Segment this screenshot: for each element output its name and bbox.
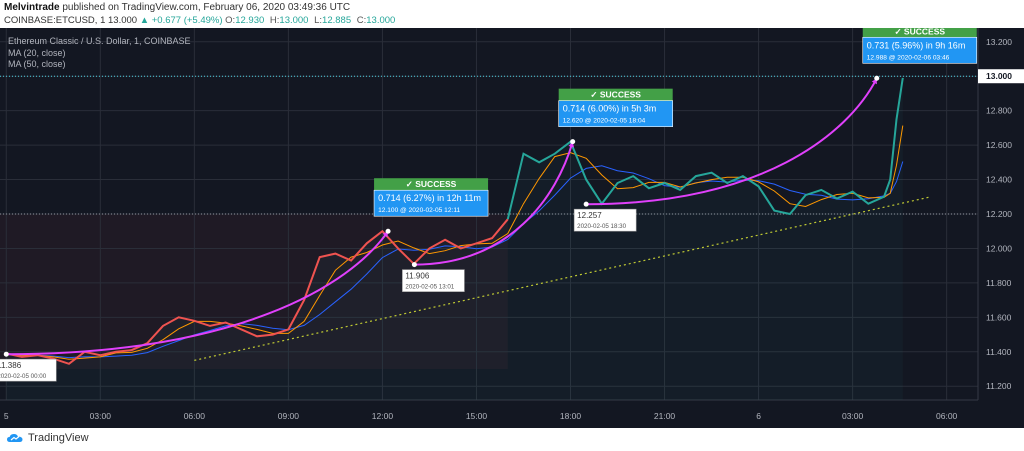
price-line-red [6,218,509,365]
open-value: 12.930 [235,15,265,26]
low-label-price: 11.906 [405,272,429,281]
y-tick-label: 11.400 [986,347,1012,357]
low-label-box [573,208,637,232]
x-tick-label: 6 [756,411,761,421]
y-tick-label: 13.200 [986,37,1012,47]
publish-line: Melvintrade published on TradingView.com… [4,2,350,13]
low-label: L: [314,15,323,26]
ohlc-line: COINBASE:ETCUSD, 1 13.000 ▲ +0.677 (+5.4… [4,15,398,26]
x-tick-label: 5 [4,411,9,421]
chart-title: Ethereum Classic / U.S. Dollar, 1, COINB… [8,36,191,46]
ma20-legend[interactable]: MA (20, close) [8,48,66,58]
open-label: O: [225,15,236,26]
author-name[interactable]: Melvintrade [4,2,60,13]
low-label-date: 2020-02-05 18:30 [577,223,626,230]
target-callout-box [373,189,489,217]
y-tick-label: 12.400 [986,175,1012,185]
x-tick-label: 18:00 [560,411,582,421]
ma20-line [6,125,904,360]
low-label-price: 11.386 [0,361,22,370]
success-badge-text: ✓ SUCCESS [406,179,457,189]
x-tick-label: 12:00 [372,411,394,421]
target-callout-box [558,100,673,127]
x-tick-label: 09:00 [278,411,300,421]
low-label-date: 2020-02-05 13:01 [405,284,454,291]
current-price-label: 13.000 [986,71,1012,81]
close-label: C: [356,15,367,26]
y-tick-label: 11.600 [986,312,1012,322]
tradingview-brand: TradingView [28,432,89,444]
high-value: 13.000 [279,15,309,26]
low-label-price: 12.257 [577,211,602,220]
low-label-box [402,269,465,292]
x-tick-label: 06:00 [184,411,206,421]
target-callout-text: 0.731 (5.96%) in 9h 16m [867,40,966,50]
x-tick-label: 03:00 [90,411,112,421]
x-tick-label: 15:00 [466,411,488,421]
low-marker [411,262,417,268]
low-marker [3,351,9,357]
target-callout-box [862,36,978,64]
success-badge [862,28,977,38]
target-callout-sub: 12.988 @ 2020-02-06 03:46 [867,54,950,61]
target-callout-sub: 12.100 @ 2020-02-05 12:11 [378,207,460,214]
success-badge-text: ✓ SUCCESS [894,28,945,36]
success-badge [374,178,489,191]
x-tick-label: 06:00 [936,411,958,421]
y-tick-label: 12.200 [986,209,1012,219]
success-badge-text: ✓ SUCCESS [590,90,641,100]
price-change: +0.677 (+5.49%) [151,15,223,26]
y-tick-label: 12.000 [986,243,1012,253]
ma50-line [6,161,904,359]
y-tick-label: 12.800 [986,106,1012,116]
y-tick-label: 12.600 [986,140,1012,150]
close-value: 13.000 [366,15,396,26]
target-marker [385,228,391,234]
tradingview-cloud-icon [7,434,23,442]
y-tick-label: 11.800 [986,278,1012,288]
projection-curve-1 [6,230,389,356]
footer-bar: TradingView [0,428,1024,451]
last-price: 13.000 [108,15,138,26]
publish-info: published on TradingView.com, February 0… [62,2,351,13]
price-area [6,77,903,401]
symbol-label: COINBASE:ETCUSD, 1 [4,15,106,26]
x-tick-label: 03:00 [842,411,864,421]
projection-curve-2 [414,141,574,266]
tradingview-logo[interactable]: TradingView [6,432,89,444]
target-marker [874,75,880,81]
target-callout-sub: 12.620 @ 2020-02-05 18:04 [563,118,646,125]
low-marker [583,201,589,207]
up-triangle-icon: ▲ [139,15,150,26]
chart-background [0,28,1024,428]
low-label-box [0,358,57,382]
x-tick-label: 21:00 [654,411,676,421]
success-badge [558,88,673,101]
publish-header: Melvintrade published on TradingView.com… [0,0,1024,28]
y-tick-label: 11.200 [986,381,1012,391]
current-price-tag [978,69,1024,84]
target-callout-text: 0.714 (6.00%) in 5h 3m [563,104,657,114]
low-value: 12.885 [322,15,352,26]
trendline [194,196,932,361]
target-callout-text: 0.714 (6.27%) in 12h 11m [378,193,481,203]
price-chart[interactable]: 11.200 11.400 11.600 11.800 12.000 12.200 12.4… [0,28,1024,428]
low-label-date: 2020-02-05 00:00 [0,373,47,380]
price-line-green [506,77,904,220]
ma50-legend[interactable]: MA (50, close) [8,59,66,69]
target-marker [570,139,576,145]
projection-curve-3 [586,77,878,206]
high-label: H: [269,15,280,26]
